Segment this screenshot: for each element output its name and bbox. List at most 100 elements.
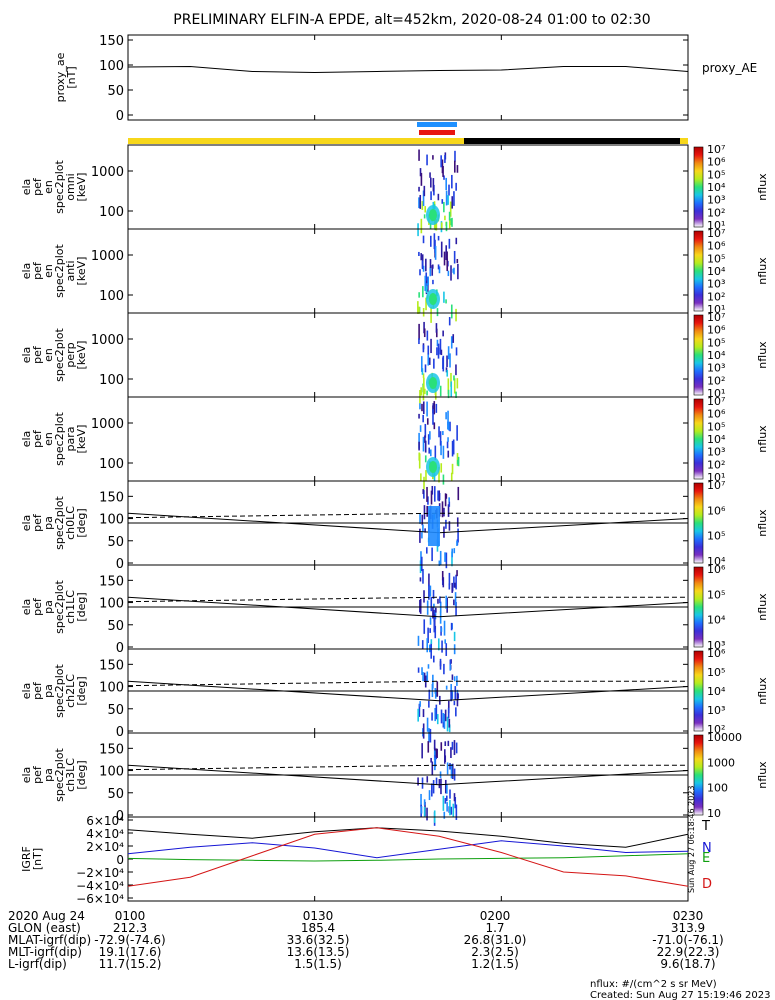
legend-E: E <box>702 851 710 866</box>
spectrogram-pixel <box>437 264 440 270</box>
y-axis-label-word: pa <box>42 768 55 782</box>
spectrogram-pixel <box>443 251 446 266</box>
spectrogram-pixel <box>425 285 428 293</box>
spectrogram-pixel <box>429 585 432 597</box>
spectrogram-pixel <box>438 426 440 438</box>
spectrogram-pixel <box>443 175 445 180</box>
colorbar-tick-label: 10³ <box>707 446 725 459</box>
spectrogram-pixel <box>439 347 442 355</box>
spectrogram-pixel <box>440 155 442 168</box>
spectrogram-pixel <box>449 659 452 666</box>
spectrogram-pixel <box>453 576 455 588</box>
spectrogram-pixel <box>429 617 432 625</box>
spectrogram-pixel <box>418 149 420 161</box>
spectrogram-pixel <box>444 797 447 804</box>
spectrogram-pixel <box>432 178 435 192</box>
spectrogram-pixel <box>425 258 427 272</box>
y-tick-label: 100 <box>99 597 124 612</box>
y-tick-label: 0 <box>116 809 124 824</box>
legend-D: D <box>702 877 712 892</box>
spectrogram-pixel <box>428 790 431 801</box>
annotation-value: 1.7 <box>485 921 504 935</box>
spectrogram-pixel <box>441 640 443 653</box>
spectrogram-pixel <box>455 574 457 590</box>
annotation-row-label: GLON (east) <box>8 921 81 935</box>
spectrogram-pixel <box>422 414 424 423</box>
spectrogram-pixel <box>448 421 450 431</box>
spectrogram-pixel <box>445 552 448 569</box>
spectrogram-pixel <box>421 743 423 759</box>
spectrogram-pixel <box>418 441 420 451</box>
spectrogram-pixel <box>444 709 447 722</box>
spectrogram-pixel <box>421 260 424 269</box>
colorbar-tick-label: 10¹ <box>707 219 725 232</box>
y-axis-label-word: anti <box>64 260 77 281</box>
spectrogram-pixel <box>433 603 435 609</box>
spectrogram-pixel <box>432 607 434 619</box>
y-tick-label: 1000 <box>91 249 124 264</box>
science-zone-blue <box>417 122 457 127</box>
annotation-row-label: 2020 Aug 24 <box>8 909 85 923</box>
colorbar-tick-label: 10⁶ <box>707 240 726 253</box>
spectrogram-pixel <box>418 323 420 340</box>
spectrogram-pixel <box>419 577 422 582</box>
spectrogram-pixel <box>451 548 453 558</box>
spectrogram-pixel <box>421 514 424 526</box>
colorbar-tick-label: 10⁷ <box>707 143 725 156</box>
y-tick-label: 100 <box>99 289 124 304</box>
spectrogram-pixel <box>421 532 423 539</box>
y-tick-label: 150 <box>99 742 124 757</box>
spectrogram-pixel <box>417 301 419 314</box>
spectrogram-pixel <box>423 185 426 197</box>
flux-core-peak <box>429 209 437 221</box>
spectrogram-pixel <box>434 625 437 639</box>
spectrogram-pixel <box>426 547 428 554</box>
spectrogram-pixel <box>454 150 456 162</box>
spectrogram-pixel <box>448 501 451 507</box>
spectrogram-pixel <box>446 597 448 613</box>
spectrogram-pixel <box>445 190 448 206</box>
spectrogram-pixel <box>437 638 440 651</box>
y-tick-label: 50 <box>107 84 124 99</box>
spectrogram-pixel <box>443 291 445 303</box>
spectrogram-pixel <box>420 218 423 234</box>
spectrogram-pixel <box>453 548 456 554</box>
spectrogram-pixel <box>457 263 459 280</box>
y-axis-label-word: ela <box>20 767 33 784</box>
spectrogram-pixel <box>455 804 458 820</box>
spectrogram-pixel <box>438 490 441 502</box>
spectrogram-pixel <box>445 685 448 690</box>
spectrogram-pixel <box>421 777 424 789</box>
y-axis-label-word: en <box>42 432 55 446</box>
colorbar-tick-label: 10³ <box>707 194 725 207</box>
spectrogram-pixel <box>429 644 431 653</box>
colorbar <box>693 230 704 312</box>
y-tick-label: 50 <box>107 703 124 718</box>
anti-loss-cone-line <box>127 512 688 519</box>
x-tick-label: 0230 <box>673 909 704 923</box>
colorbar-tick-label: 10⁵ <box>707 252 725 265</box>
spectrogram-pixel <box>447 437 449 442</box>
spectrogram-pixel <box>418 703 421 717</box>
colorbar-tick-label: 10⁴ <box>707 555 726 568</box>
night-bar <box>464 138 680 144</box>
spectrogram-pixel <box>445 519 447 529</box>
annotation-value: 212.3 <box>113 921 147 935</box>
spectrogram-pixel <box>419 403 421 410</box>
spectrogram-pixel <box>418 453 421 469</box>
spectrogram-pixel <box>429 431 431 440</box>
spectrogram-pixel <box>437 193 440 201</box>
spectrogram-pixel <box>426 807 428 821</box>
spectrogram-pixel <box>429 235 432 247</box>
spectrogram-pixel <box>429 628 431 633</box>
y-axis-label-word: pef <box>31 597 44 616</box>
spectrogram-pixel <box>455 308 457 322</box>
y-tick-label: 50 <box>107 619 124 634</box>
y-tick-label: 100 <box>99 513 124 528</box>
panel-frame <box>127 34 689 121</box>
spectrogram-pixel <box>440 742 443 751</box>
spectrogram-pixel <box>455 601 457 616</box>
colorbar <box>693 314 704 396</box>
spectrogram-pixel <box>437 598 439 604</box>
x-tick-label: 0100 <box>115 909 146 923</box>
